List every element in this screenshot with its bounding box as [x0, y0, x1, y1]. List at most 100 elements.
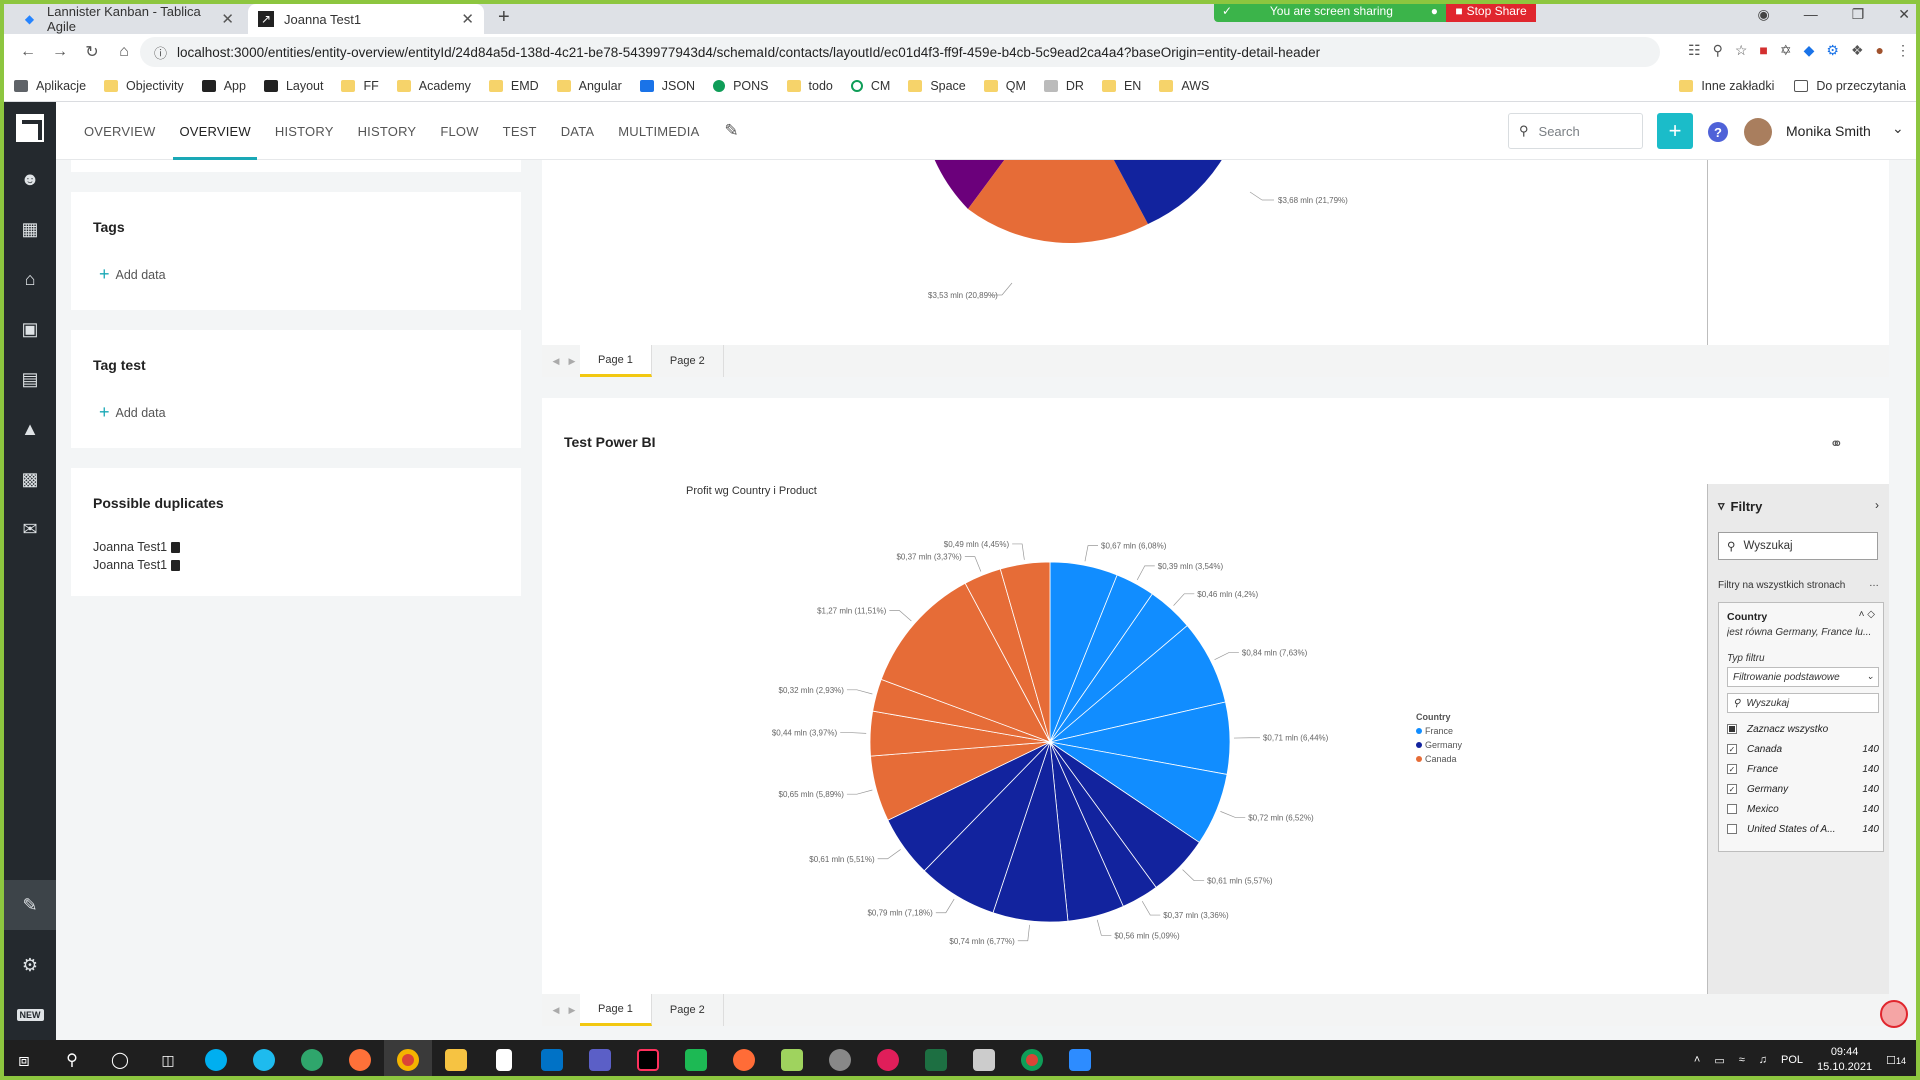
- grid-icon[interactable]: ▣: [21, 318, 39, 339]
- chevron-left-icon[interactable]: ◀: [552, 355, 560, 366]
- mail-icon[interactable]: ✉: [22, 518, 38, 539]
- bookmark-link[interactable]: CM: [850, 79, 890, 93]
- notifications-icon[interactable]: ☐14: [1886, 1054, 1906, 1067]
- filter-option[interactable]: ✓ Canada 140: [1727, 743, 1879, 755]
- battery-icon[interactable]: ▭: [1714, 1054, 1725, 1067]
- notepad-app[interactable]: [480, 1040, 528, 1080]
- new-badge-icon[interactable]: NEW: [4, 990, 56, 1040]
- skype-app[interactable]: [192, 1040, 240, 1080]
- eraser-icon[interactable]: ◇: [1867, 609, 1875, 620]
- tab-overview-active[interactable]: OVERVIEW: [167, 102, 262, 160]
- filter-values-search[interactable]: ⚲ Wyszukaj: [1727, 693, 1879, 713]
- close-icon[interactable]: ✕: [461, 11, 474, 28]
- home-icon[interactable]: ⌂: [119, 43, 129, 60]
- checkbox[interactable]: [1727, 824, 1737, 834]
- search-button[interactable]: ⚲: [48, 1040, 96, 1080]
- page-nav-arrows[interactable]: ◀ ▶: [548, 994, 580, 1026]
- reload-icon[interactable]: ↻: [85, 44, 99, 61]
- filter-option[interactable]: ✓ France 140: [1727, 763, 1879, 775]
- trash-icon[interactable]: [171, 541, 181, 553]
- excel-app[interactable]: [912, 1040, 960, 1080]
- cortana-button[interactable]: ◯: [96, 1040, 144, 1080]
- slack-app[interactable]: [864, 1040, 912, 1080]
- bookmark-folder[interactable]: Space: [908, 79, 966, 93]
- explorer-app[interactable]: [432, 1040, 480, 1080]
- zoom-app[interactable]: [1056, 1040, 1104, 1080]
- stop-share-button[interactable]: ■ Stop Share: [1446, 0, 1536, 22]
- bookmark-folder[interactable]: FF: [341, 79, 379, 93]
- address-bar[interactable]: ⓘ localhost:3000/entities/entity-overvie…: [140, 37, 1660, 67]
- home-icon[interactable]: ⌂: [24, 268, 36, 289]
- chevron-left-icon[interactable]: ◀: [552, 1004, 560, 1015]
- chevron-right-icon[interactable]: ▶: [568, 355, 576, 366]
- task-view-button[interactable]: ◫: [144, 1040, 192, 1080]
- firefox-app[interactable]: [336, 1040, 384, 1080]
- wifi-icon[interactable]: ≈: [1738, 1054, 1745, 1066]
- filter-search-input[interactable]: ⚲ Wyszukaj: [1718, 532, 1878, 560]
- tab-test[interactable]: TEST: [502, 123, 537, 139]
- translate-icon[interactable]: ☷: [1688, 42, 1701, 58]
- report-page-tab[interactable]: Page 1: [580, 994, 652, 1026]
- info-icon[interactable]: ⓘ: [154, 45, 168, 61]
- bookmark-folder[interactable]: EMD: [488, 79, 539, 93]
- tab-overview[interactable]: OVERVIEW: [84, 123, 156, 139]
- extension-icon[interactable]: ◆: [1803, 42, 1815, 58]
- bookmark-link[interactable]: DR: [1043, 79, 1084, 93]
- new-tab-button[interactable]: +: [498, 6, 510, 28]
- chevron-down-icon[interactable]: ⌄: [1892, 120, 1904, 136]
- bookmark-link[interactable]: JSON: [639, 79, 695, 93]
- notepadpp-app[interactable]: [768, 1040, 816, 1080]
- filter-option[interactable]: Mexico 140: [1727, 801, 1879, 817]
- search-input[interactable]: ⚲ Search: [1508, 113, 1643, 149]
- chevron-up-icon[interactable]: ˄: [1858, 609, 1865, 620]
- start-button[interactable]: ⧈: [0, 1040, 48, 1080]
- report-page-tab[interactable]: Page 1: [580, 345, 652, 377]
- bookmark-folder[interactable]: QM: [983, 79, 1026, 93]
- browser-tab-kanban[interactable]: ◆ Lannister Kanban - Tablica Agile ✕: [12, 4, 244, 34]
- chrome-app[interactable]: [1008, 1040, 1056, 1080]
- forward-icon[interactable]: →: [52, 43, 68, 60]
- pie-slice[interactable]: [999, 561, 1051, 743]
- outlook-app[interactable]: [528, 1040, 576, 1080]
- teams-app[interactable]: [576, 1040, 624, 1080]
- tab-history[interactable]: HISTORY: [357, 123, 417, 139]
- pencil-icon[interactable]: ✎: [724, 121, 739, 140]
- android-icon[interactable]: ▲: [21, 418, 39, 439]
- report-page-tab[interactable]: Page 2: [651, 994, 724, 1026]
- tab-history[interactable]: HISTORY: [274, 123, 334, 139]
- link-icon[interactable]: ⚭: [1829, 436, 1843, 453]
- chevron-up-icon[interactable]: ˄: [1693, 1054, 1701, 1066]
- pie-slice[interactable]: [880, 582, 1051, 743]
- contact-card-icon[interactable]: ▩: [21, 468, 39, 489]
- profile-avatar-icon[interactable]: ●: [1875, 42, 1884, 58]
- bookmark-folder[interactable]: Academy: [396, 79, 471, 93]
- checkbox[interactable]: [1727, 724, 1737, 734]
- add-data-button[interactable]: + Add data: [99, 264, 166, 284]
- trash-icon[interactable]: [171, 559, 181, 571]
- add-button[interactable]: +: [1657, 113, 1693, 149]
- bookmark-other[interactable]: Inne zakładki: [1679, 79, 1774, 93]
- bookmark-folder[interactable]: Angular: [556, 79, 622, 93]
- bookmark-link[interactable]: Layout: [263, 79, 323, 93]
- clock[interactable]: 09:44 15.10.2021: [1817, 1046, 1873, 1073]
- duplicate-item[interactable]: Joanna Test1: [93, 558, 181, 572]
- language-indicator[interactable]: POL: [1781, 1054, 1804, 1066]
- add-data-button[interactable]: + Add data: [99, 402, 166, 422]
- zoom-icon[interactable]: ⚲: [1712, 42, 1723, 58]
- filter-type-select[interactable]: Filtrowanie podstawowe ⌄: [1727, 667, 1879, 687]
- contacts-icon[interactable]: ☻: [20, 168, 40, 189]
- restore-icon[interactable]: ❐: [1851, 6, 1865, 22]
- report-page-tab[interactable]: Page 2: [651, 345, 724, 377]
- duplicate-item[interactable]: Joanna Test1: [93, 540, 181, 554]
- intellij-app[interactable]: [624, 1040, 672, 1080]
- postman-app[interactable]: [720, 1040, 768, 1080]
- browser-tab-joanna[interactable]: ↗ Joanna Test1 ✕: [248, 4, 484, 34]
- menu-icon[interactable]: ⋮: [1896, 42, 1910, 58]
- user-name[interactable]: Monika Smith: [1786, 123, 1871, 139]
- filter-option[interactable]: United States of A... 140: [1727, 821, 1879, 837]
- edge-app[interactable]: [288, 1040, 336, 1080]
- tab-data[interactable]: DATA: [560, 123, 595, 139]
- chrome-app[interactable]: [384, 1040, 432, 1080]
- close-icon[interactable]: ✕: [221, 11, 234, 28]
- bookmark-folder[interactable]: AWS: [1159, 79, 1209, 93]
